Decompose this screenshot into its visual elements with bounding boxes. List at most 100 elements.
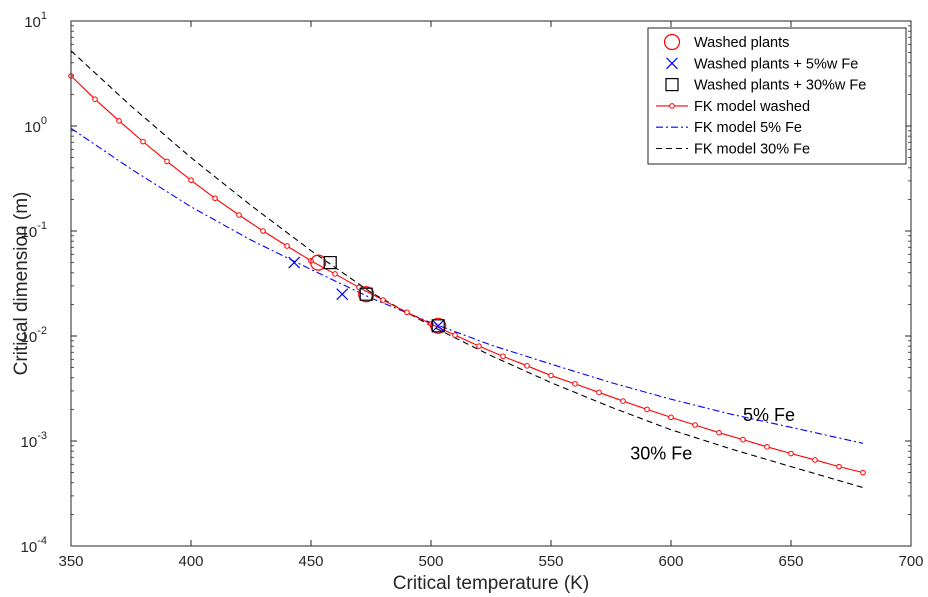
series-point [524,363,530,369]
series-point [188,177,194,183]
x-tick-label: 400 [178,553,203,570]
legend-entry: Washed plants [663,33,789,51]
legend-marker [666,57,678,70]
legend: Washed plants Washed plants + 5%w Fe Washe… [647,27,907,165]
series-point [452,332,458,338]
series-point [284,243,290,249]
series-point [92,96,98,102]
series-point [620,398,626,404]
legend-marker [669,103,675,109]
x-tick-label: 500 [418,553,443,570]
series-point [740,436,746,443]
y-tick-exponent: -4 [37,535,47,547]
scatter-point [336,288,349,301]
y-tick-exponent: 0 [41,115,47,127]
y-tick-base: 10 [21,539,38,556]
y-tick-exponent: 1 [41,10,47,22]
y-tick-label: 10-1 [21,220,47,241]
series-line [70,75,864,474]
series-point [404,309,410,316]
y-tick-exponent: -1 [37,220,47,232]
y-tick-label: 10-4 [21,535,47,556]
series-point [644,406,650,413]
legend-box [647,27,907,165]
series-point [788,450,794,457]
x-tick-label: 600 [658,553,683,570]
legend-entry: FK model washed [656,99,810,115]
x-tick-label: 700 [898,553,923,570]
y-tick-label: 10-3 [21,430,47,451]
series-point [716,429,722,436]
scatter-point [288,256,301,269]
axis-ticks-group: 350 400 450 500 550 600 650 70010-410-310-210-1… [21,10,924,570]
x-tick-label: 550 [538,553,563,570]
scatter-point [359,287,373,301]
legend-label: Washed plants [694,35,789,51]
series-fk-model-30-fe [70,50,864,489]
series-point [260,228,266,234]
legend-label: FK model washed [694,99,810,115]
y-tick-base: 10 [24,119,41,136]
legend-label: Washed plants + 30%w Fe [694,78,866,94]
x-tick-label: 650 [778,553,803,570]
x-tick-label: 350 [58,553,83,570]
series-fk-model-washed [68,73,866,476]
y-axis-title: Critical dimension (m) [11,192,32,376]
series-point [212,195,218,202]
annotation-label: 5% Fe [743,405,795,425]
series-point [572,381,578,387]
x-tick-label: 450 [298,553,323,570]
series-point [332,271,338,277]
scatter-point [323,256,337,270]
y-tick-base: 10 [24,14,41,31]
y-tick-base: 10 [21,329,38,346]
series-point [548,372,554,379]
series-point [116,118,122,124]
y-tick-base: 10 [21,224,38,241]
scatter-point [310,254,327,271]
legend-entry: Washed plants + 5%w Fe [666,56,858,72]
legend-label: FK model 5% Fe [694,120,802,136]
legend-entry: Washed plants + 30%w Fe [665,77,866,94]
series-fk-model-5-fe [70,127,864,444]
x-axis-title: Critical temperature (K) [393,573,589,594]
plot-frame [70,20,912,547]
legend-entry: FK model 30% Fe [656,142,810,158]
scatter-point [358,286,375,303]
series-point [764,444,770,450]
annotations-group: 5% Fe 30% Fe [630,405,795,463]
legend-marker [665,77,679,92]
legend-marker [663,33,681,51]
series-point [668,414,674,421]
scatter-point [432,319,445,332]
series-point [380,297,386,303]
series-point [860,469,866,476]
plot-series-group [68,50,866,489]
y-tick-label: 101 [24,10,47,31]
legend-label: Washed plants + 5%w Fe [694,56,858,72]
series-washed-plants [310,254,447,334]
y-tick-exponent: -2 [37,325,47,337]
series-point [476,343,482,349]
y-tick-label: 10-2 [21,325,47,346]
series-point [500,353,506,360]
series-point [692,422,698,428]
series-point [836,463,842,470]
series-line [70,127,864,444]
series-point [236,212,242,218]
legend-entry: FK model 5% Fe [656,120,802,136]
series-line [70,50,864,489]
y-tick-exponent: -3 [37,430,47,442]
legend-label: FK model 30% Fe [694,142,810,158]
annotation-label: 30% Fe [630,443,692,463]
scatter-point [431,319,445,333]
series-washed-plants-5-w-fe [288,256,445,332]
series-point [812,457,818,463]
y-tick-label: 100 [24,115,47,136]
series-washed-plants-30-w-fe [323,256,445,333]
series-point [596,389,602,396]
y-tick-base: 10 [21,434,38,451]
scatter-point [430,317,447,334]
